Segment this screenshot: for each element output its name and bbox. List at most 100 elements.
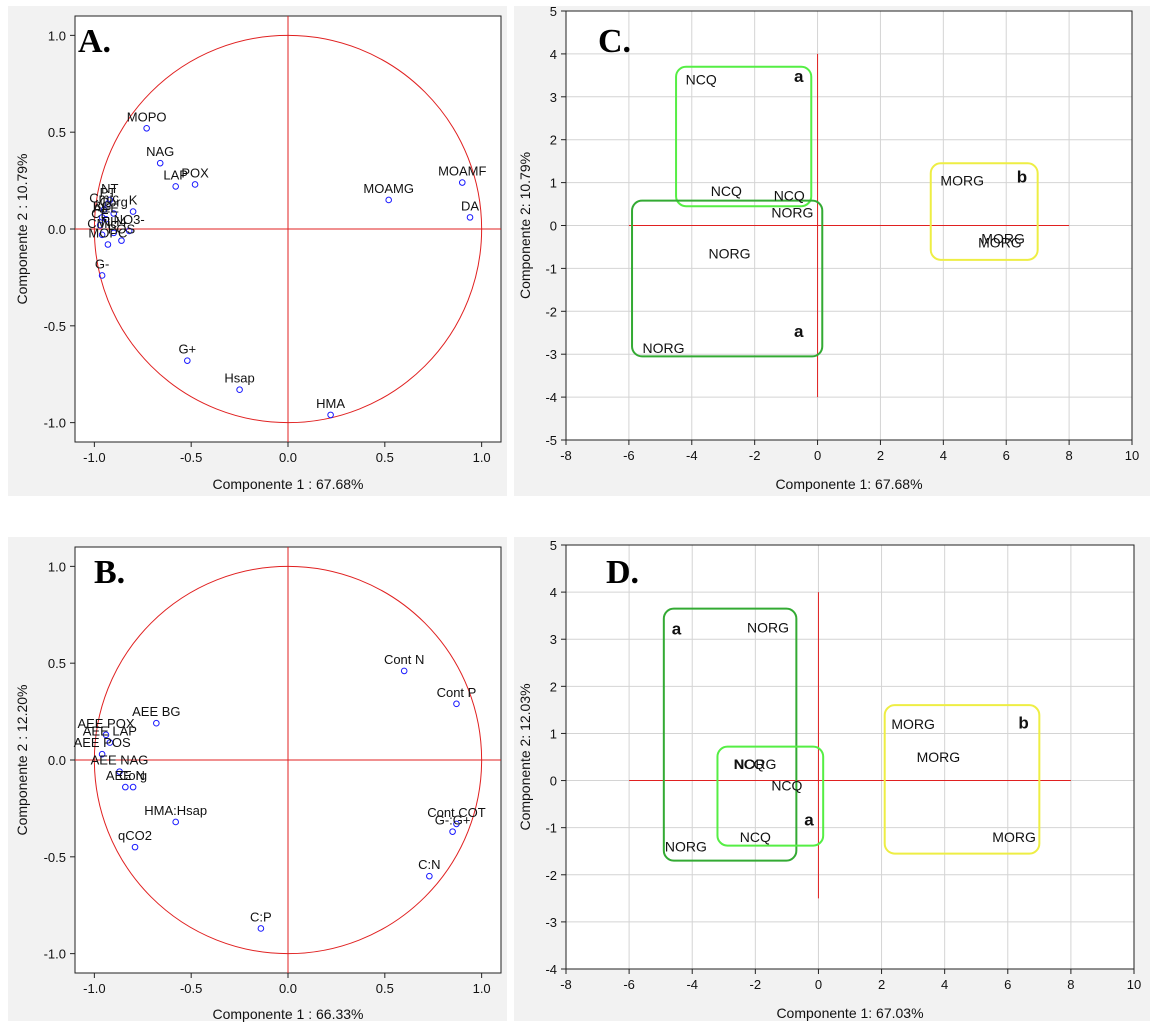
- loading-point: [98, 272, 106, 279]
- loading-label: LAP: [163, 167, 188, 182]
- y-axis-title: Componente 2: 10.79%: [517, 152, 533, 299]
- score-label: NCQ: [740, 829, 771, 845]
- x-tick-label: -6: [623, 977, 635, 992]
- x-tick-label: 2: [878, 977, 885, 992]
- x-tick-label: 4: [940, 448, 947, 463]
- loading-point: [426, 872, 433, 880]
- panel-a: -1.0 -0.5 0.0 0.5 1.0 1.0 0.5 0.0 -0.5 -1.0 Compon…: [8, 6, 507, 496]
- x-tick-label: 0.0: [279, 981, 297, 996]
- loading-point: [400, 667, 408, 675]
- loading-label: Cmic: [89, 191, 119, 206]
- score-label: NORG: [734, 756, 776, 772]
- correlation-circle: [93, 565, 483, 955]
- loading-point: [453, 820, 460, 828]
- loading-label: BG: [93, 198, 112, 213]
- y-tick-label: -3: [545, 347, 557, 362]
- loading-label: MOPC: [88, 225, 127, 240]
- y-tick-label: 4: [550, 47, 557, 62]
- x-tick-label: -2: [750, 977, 762, 992]
- score-label: NORG: [709, 245, 751, 261]
- y-tick-label: 0: [550, 219, 557, 234]
- y-tick-label: 0.5: [48, 656, 66, 671]
- loading-label: Cont COT: [427, 805, 486, 820]
- group-box: [631, 199, 824, 358]
- loading-point: [110, 210, 118, 217]
- loading-label: CMic: [87, 216, 117, 231]
- loading-point: [191, 181, 199, 188]
- x-tick-label: 1.0: [473, 981, 491, 996]
- loading-label: AEE BG: [132, 704, 180, 719]
- x-tick-label: 1.0: [473, 450, 491, 465]
- score-label: MORG: [891, 716, 935, 732]
- x-tick-label: 6: [1004, 977, 1011, 992]
- panel-c-chart: -8 -6 -4 -2 0 2 4 6 8 10543210-1-2-3-4-5Component…: [517, 4, 1139, 492]
- group-letter-label: a: [794, 322, 804, 341]
- y-tick-label: -1.0: [44, 416, 66, 431]
- group-box: [662, 607, 798, 862]
- score-label: NCQ: [686, 72, 717, 88]
- x-tick-label: -6: [623, 448, 635, 463]
- y-tick-label: 0.5: [48, 125, 66, 140]
- loading-point: [449, 828, 456, 835]
- loading-point: [104, 241, 112, 248]
- y-tick-label: 1.0: [48, 28, 66, 43]
- y-tick-label: 1: [550, 176, 557, 191]
- score-label: MORG: [978, 235, 1022, 251]
- loading-label: AEE POX: [77, 716, 134, 731]
- loading-point: [104, 200, 112, 208]
- loading-point: [236, 386, 243, 394]
- loading-point: [257, 925, 265, 932]
- x-tick-label: -4: [686, 977, 698, 992]
- y-tick-label: -2: [545, 304, 557, 319]
- loading-label: AEE LAP: [83, 724, 137, 739]
- x-tick-label: -0.5: [180, 450, 202, 465]
- loading-point: [100, 206, 108, 213]
- x-tick-label: 0.5: [376, 981, 394, 996]
- panel-a-chart: -1.0 -0.5 0.0 0.5 1.0 1.0 0.5 0.0 -0.5 -1.0 Compon…: [14, 15, 502, 492]
- loading-point: [98, 214, 106, 221]
- loading-label: POX: [181, 165, 209, 180]
- loading-label: MOPO: [127, 109, 167, 124]
- loading-label: qCO2: [118, 828, 152, 843]
- group-box: [929, 162, 1039, 261]
- y-tick-label: -3: [545, 915, 557, 930]
- loading-label: NT: [101, 181, 118, 196]
- x-tick-label: 8: [1067, 977, 1074, 992]
- loading-label: AEE: [93, 200, 119, 215]
- group-box: [883, 704, 1041, 855]
- score-label: NCQ: [771, 777, 802, 793]
- y-tick-label: 0.0: [48, 222, 66, 237]
- y-tick-label: -4: [545, 962, 557, 977]
- x-tick-label: -8: [560, 448, 572, 463]
- x-tick-label: -2: [749, 448, 761, 463]
- x-tick-label: 6: [1003, 448, 1010, 463]
- loading-point: [453, 700, 460, 708]
- loading-point: [96, 221, 104, 229]
- y-tick-label: 0: [550, 774, 557, 789]
- x-tick-label: 8: [1065, 448, 1072, 463]
- x-tick-label: -1.0: [83, 450, 105, 465]
- group-box: [675, 65, 813, 208]
- plot-frame: [565, 544, 1135, 970]
- loading-label: NO3-: [114, 212, 145, 227]
- loading-point: [118, 237, 125, 244]
- x-tick-label: -8: [560, 977, 572, 992]
- score-label: NCQ: [733, 756, 764, 772]
- y-axis-title: Componente 2 : 10.79%: [14, 154, 30, 305]
- y-tick-label: -1: [545, 261, 557, 276]
- score-label: NORG: [665, 839, 707, 855]
- y-tick-label: -4: [545, 390, 557, 405]
- y-tick-label: 2: [550, 679, 557, 694]
- x-tick-label: 0: [814, 448, 821, 463]
- x-tick-label: 0.5: [376, 450, 394, 465]
- loading-point: [116, 768, 123, 775]
- x-tick-label: 4: [941, 977, 948, 992]
- loading-point: [131, 843, 139, 851]
- y-tick-label: 5: [550, 538, 557, 553]
- loading-label: MOAMG: [363, 181, 414, 196]
- loading-label: G+: [178, 342, 196, 357]
- score-label: NORG: [747, 619, 789, 635]
- y-tick-label: 3: [550, 90, 557, 105]
- x-tick-label: 0.0: [279, 450, 297, 465]
- x-tick-label: 10: [1125, 448, 1139, 463]
